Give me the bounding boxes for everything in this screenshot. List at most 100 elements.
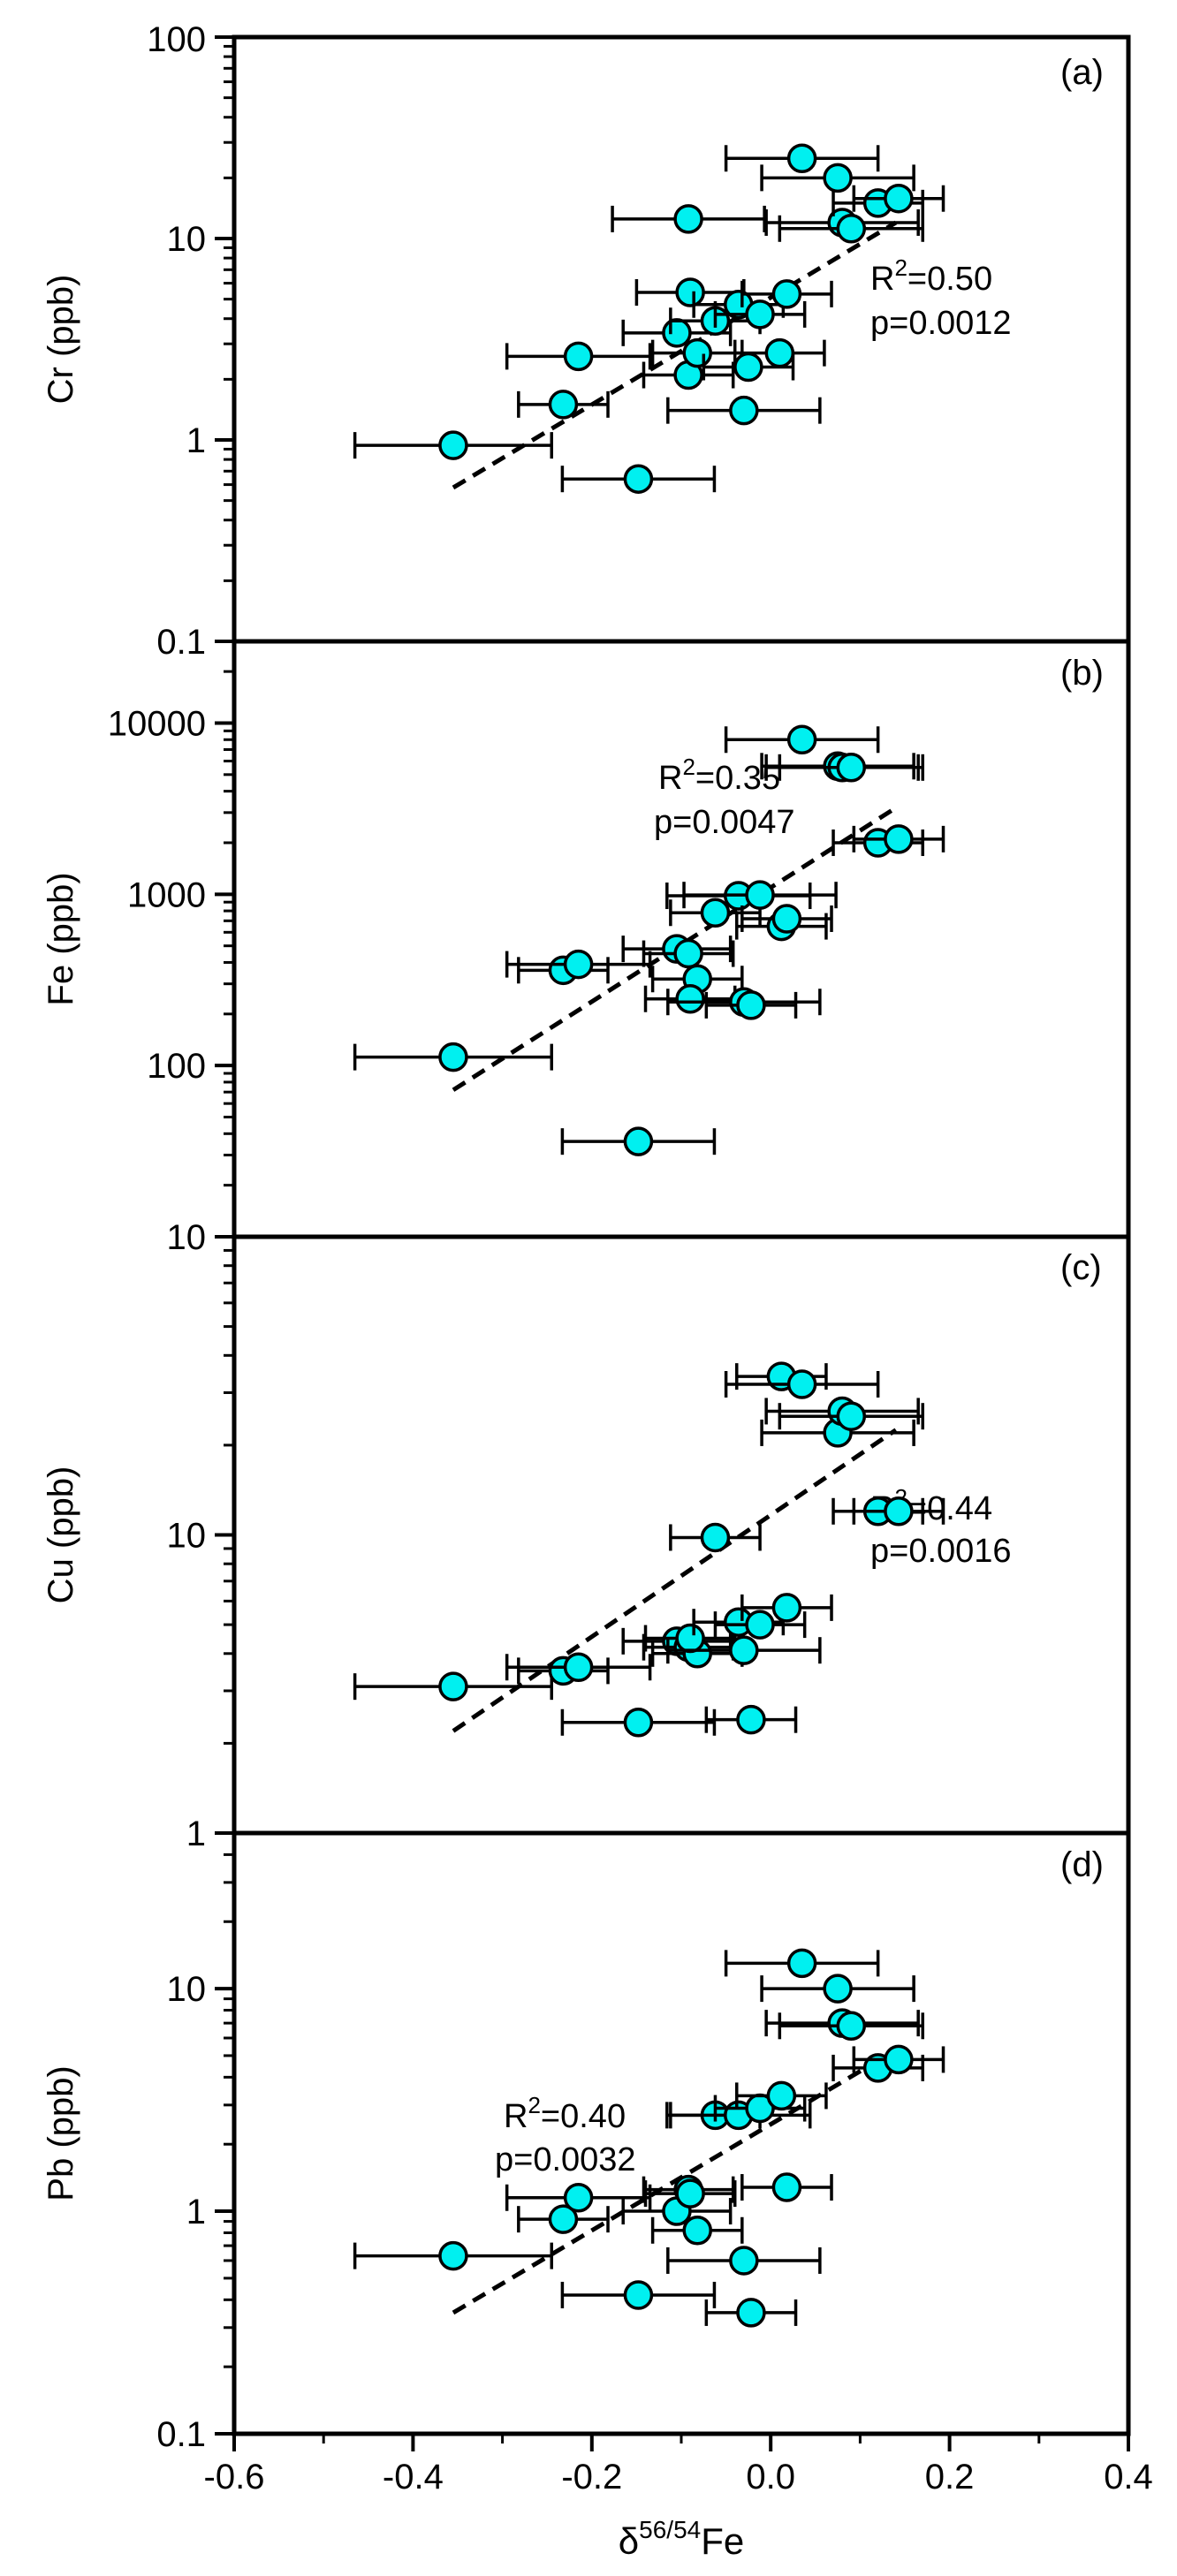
marker: [884, 2044, 914, 2075]
data-point: [353, 430, 554, 460]
r-squared-label: R2=0.40: [504, 2092, 626, 2135]
r-squared-label: R2=0.50: [870, 254, 992, 298]
y-tick-label: 1: [186, 1815, 206, 1853]
data-point: [704, 1704, 798, 1735]
p-value-label: p=0.0047: [654, 804, 795, 841]
marker: [563, 2183, 594, 2213]
marker: [884, 1496, 914, 1527]
y-axis-label: Cr (ppb): [42, 275, 80, 405]
y-tick-label: 10: [167, 1517, 207, 1556]
y-axis-label: Fe (ppb): [42, 872, 80, 1005]
marker: [675, 983, 705, 1014]
data-point: [852, 1496, 945, 1527]
marker: [675, 2178, 705, 2209]
panel-label: (d): [1060, 1845, 1104, 1884]
panel-label: (a): [1060, 53, 1104, 92]
marker: [771, 904, 802, 934]
y-tick-label: 1000: [127, 875, 206, 914]
data-point: [724, 1948, 880, 1979]
data-point: [666, 2246, 822, 2276]
regression-line: [452, 2048, 898, 2315]
y-tick-label: 100: [147, 20, 206, 59]
x-tick-label: 0.0: [746, 2458, 795, 2496]
marker: [771, 2172, 802, 2202]
marker: [764, 337, 795, 368]
data-point: [852, 824, 945, 854]
data-point: [740, 2172, 833, 2202]
data-point: [650, 2216, 744, 2246]
p-value-label: p=0.0032: [495, 2141, 636, 2178]
data-point: [852, 2044, 945, 2075]
marker: [438, 1042, 468, 1072]
x-tick-label: 0.2: [925, 2458, 975, 2496]
data-point: [517, 1655, 610, 1686]
marker: [729, 395, 759, 426]
marker: [700, 1522, 731, 1553]
data-point: [778, 214, 924, 244]
data-point: [778, 753, 924, 783]
data-point: [778, 1401, 924, 1431]
data-point: [734, 2080, 828, 2111]
y-tick-label: 0.1: [156, 2415, 206, 2454]
marker: [700, 898, 731, 928]
x-tick-label: -0.4: [383, 2458, 444, 2496]
data-point: [692, 290, 786, 320]
marker: [673, 204, 703, 234]
data-point: [740, 279, 833, 309]
marker: [836, 1401, 867, 1431]
marker: [745, 1610, 775, 1640]
data-point: [353, 1671, 554, 1701]
y-tick-label: 10000: [108, 704, 206, 743]
y-tick-label: 10: [167, 220, 207, 259]
data-point: [353, 1042, 554, 1072]
marker: [548, 390, 579, 420]
marker: [771, 1593, 802, 1623]
marker: [623, 1708, 654, 1738]
marker: [675, 277, 705, 307]
marker: [786, 724, 817, 755]
x-tick-label: 0.4: [1104, 2458, 1153, 2496]
data-point: [643, 2178, 737, 2209]
p-value-label: p=0.0012: [870, 305, 1012, 342]
data-point: [560, 1126, 717, 1156]
marker: [729, 1635, 759, 1665]
data-point: [724, 1369, 880, 1399]
data-point: [642, 938, 735, 969]
data-point: [713, 1610, 807, 1640]
panel-d: 0.1 1 10 Pb (ppb) (d) R2=0.40 p=0.0032 -0.6 -0.4…: [42, 1830, 1153, 2562]
marker: [563, 341, 594, 372]
marker: [675, 1623, 705, 1654]
y-tick-label: 1: [186, 2193, 206, 2231]
data-point: [669, 898, 762, 928]
data-point: [560, 464, 717, 494]
panel-a: 0.1 1 10 100 Cr (ppb) (a) R2=0.50 p=0.0012: [42, 20, 1131, 662]
x-tick-label: -0.6: [204, 2458, 265, 2496]
marker: [786, 1948, 817, 1979]
marker: [682, 2216, 712, 2246]
panel-label: (c): [1060, 1248, 1102, 1287]
marker: [623, 1126, 654, 1156]
marker: [884, 824, 914, 854]
data-point: [778, 2011, 924, 2042]
data-point: [704, 2298, 798, 2328]
marker: [736, 2298, 766, 2328]
marker: [836, 753, 867, 783]
data-point: [702, 352, 795, 383]
marker: [771, 279, 802, 309]
x-tick-label: -0.2: [561, 2458, 622, 2496]
data-point: [669, 1522, 762, 1553]
y-tick-label: 0.1: [156, 623, 206, 662]
marker: [438, 1671, 468, 1701]
marker: [736, 990, 766, 1020]
data-point: [505, 1652, 652, 1682]
regression-line: [452, 1428, 898, 1733]
data-point: [353, 2240, 554, 2271]
marker: [823, 163, 853, 193]
marker: [745, 299, 775, 330]
plot-frame: [232, 1830, 1131, 2436]
data-point: [760, 163, 915, 193]
marker: [729, 2246, 759, 2276]
data-point: [643, 983, 737, 1014]
data-point: [643, 1623, 737, 1654]
